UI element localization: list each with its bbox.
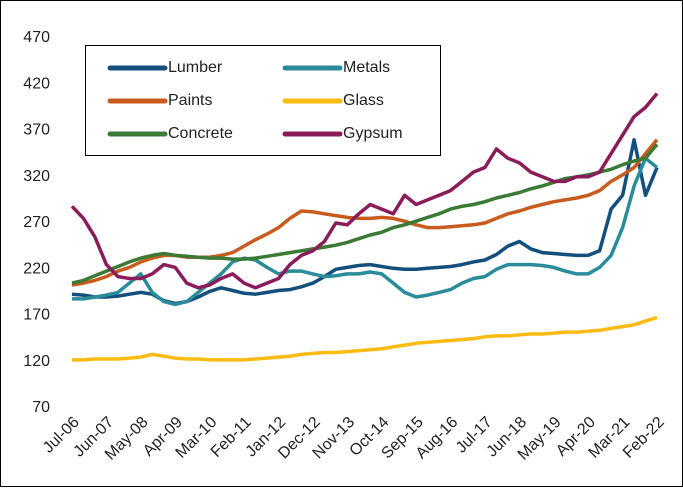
y-tick-label: 420 — [23, 75, 50, 92]
y-tick-label: 320 — [23, 168, 50, 185]
series-line — [72, 315, 658, 362]
y-tick-label: 270 — [23, 214, 50, 231]
legend-label: Concrete — [168, 125, 233, 142]
legend-label: Glass — [343, 92, 384, 109]
y-tick-label: 220 — [23, 260, 50, 277]
y-tick-label: 170 — [23, 307, 50, 324]
series-line — [71, 138, 659, 306]
series-line — [70, 92, 659, 290]
y-tick-label: 70 — [32, 399, 50, 416]
legend-label: Paints — [168, 92, 212, 109]
legend-label: Gypsum — [343, 125, 403, 142]
legend-label: Metals — [343, 59, 390, 76]
series-line — [72, 156, 659, 307]
series-line — [71, 143, 659, 285]
series-line — [71, 138, 659, 287]
y-tick-label: 370 — [23, 122, 50, 139]
legend-label: Lumber — [168, 59, 223, 76]
y-tick-label: 120 — [23, 353, 50, 370]
y-tick-label: 470 — [23, 29, 50, 46]
